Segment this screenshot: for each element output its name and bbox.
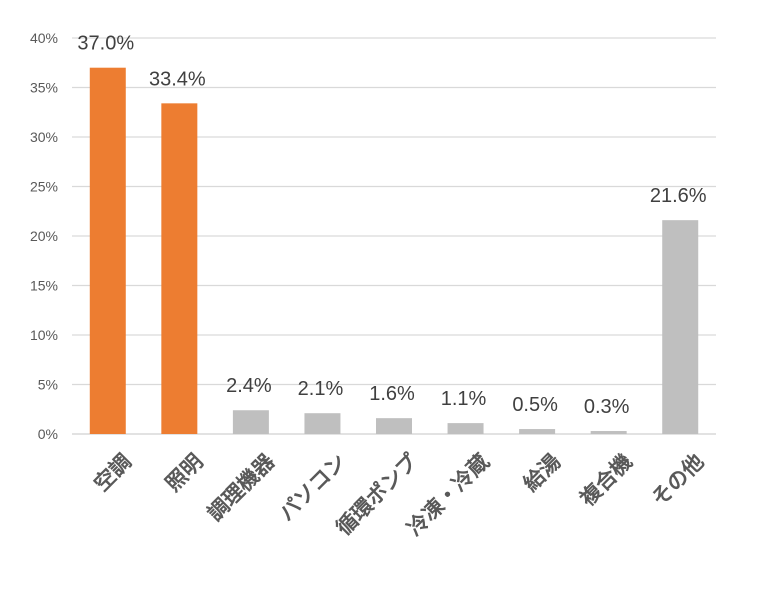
- bar: [89, 67, 126, 434]
- y-tick-label: 20%: [30, 228, 58, 244]
- data-label: 0.3%: [584, 396, 630, 418]
- y-axis-ticks: 0% 5% 10% 15% 20% 25% 30% 35% 40%: [30, 30, 58, 442]
- y-tick-label: 0%: [38, 426, 58, 442]
- y-tick-label: 35%: [30, 80, 58, 96]
- data-labels: 37.0% 33.4% 2.4% 2.1% 1.6% 1.1% 0.5% 0.3% 21.6%: [77, 33, 706, 418]
- bar: [304, 413, 341, 434]
- data-label: 2.1%: [298, 378, 344, 400]
- data-label: 2.4%: [226, 375, 272, 397]
- y-tick-label: 10%: [30, 327, 58, 343]
- bar: [232, 410, 269, 434]
- bars: [89, 67, 699, 434]
- bar: [376, 418, 412, 434]
- data-label: 21.6%: [650, 185, 707, 207]
- data-label: 37.0%: [77, 33, 134, 55]
- y-tick-label: 40%: [30, 30, 58, 46]
- bar: [519, 429, 556, 434]
- category-label: 空調: [89, 449, 136, 496]
- category-label: その他: [647, 449, 709, 511]
- bar: [662, 220, 699, 434]
- data-label: 33.4%: [149, 68, 206, 90]
- y-tick-label: 25%: [30, 179, 58, 195]
- y-tick-label: 30%: [30, 129, 58, 145]
- category-label: 複合機: [575, 449, 637, 511]
- category-label: 給湯: [519, 449, 566, 496]
- category-label: 調理機器: [203, 449, 280, 526]
- category-label: 照明: [161, 449, 208, 496]
- data-label: 0.5%: [512, 394, 558, 416]
- y-tick-label: 5%: [38, 377, 58, 393]
- bar: [161, 103, 198, 434]
- y-tick-label: 15%: [30, 278, 58, 294]
- data-label: 1.6%: [369, 383, 415, 405]
- data-label: 1.1%: [441, 388, 487, 410]
- bar: [590, 431, 627, 434]
- bar: [447, 423, 484, 434]
